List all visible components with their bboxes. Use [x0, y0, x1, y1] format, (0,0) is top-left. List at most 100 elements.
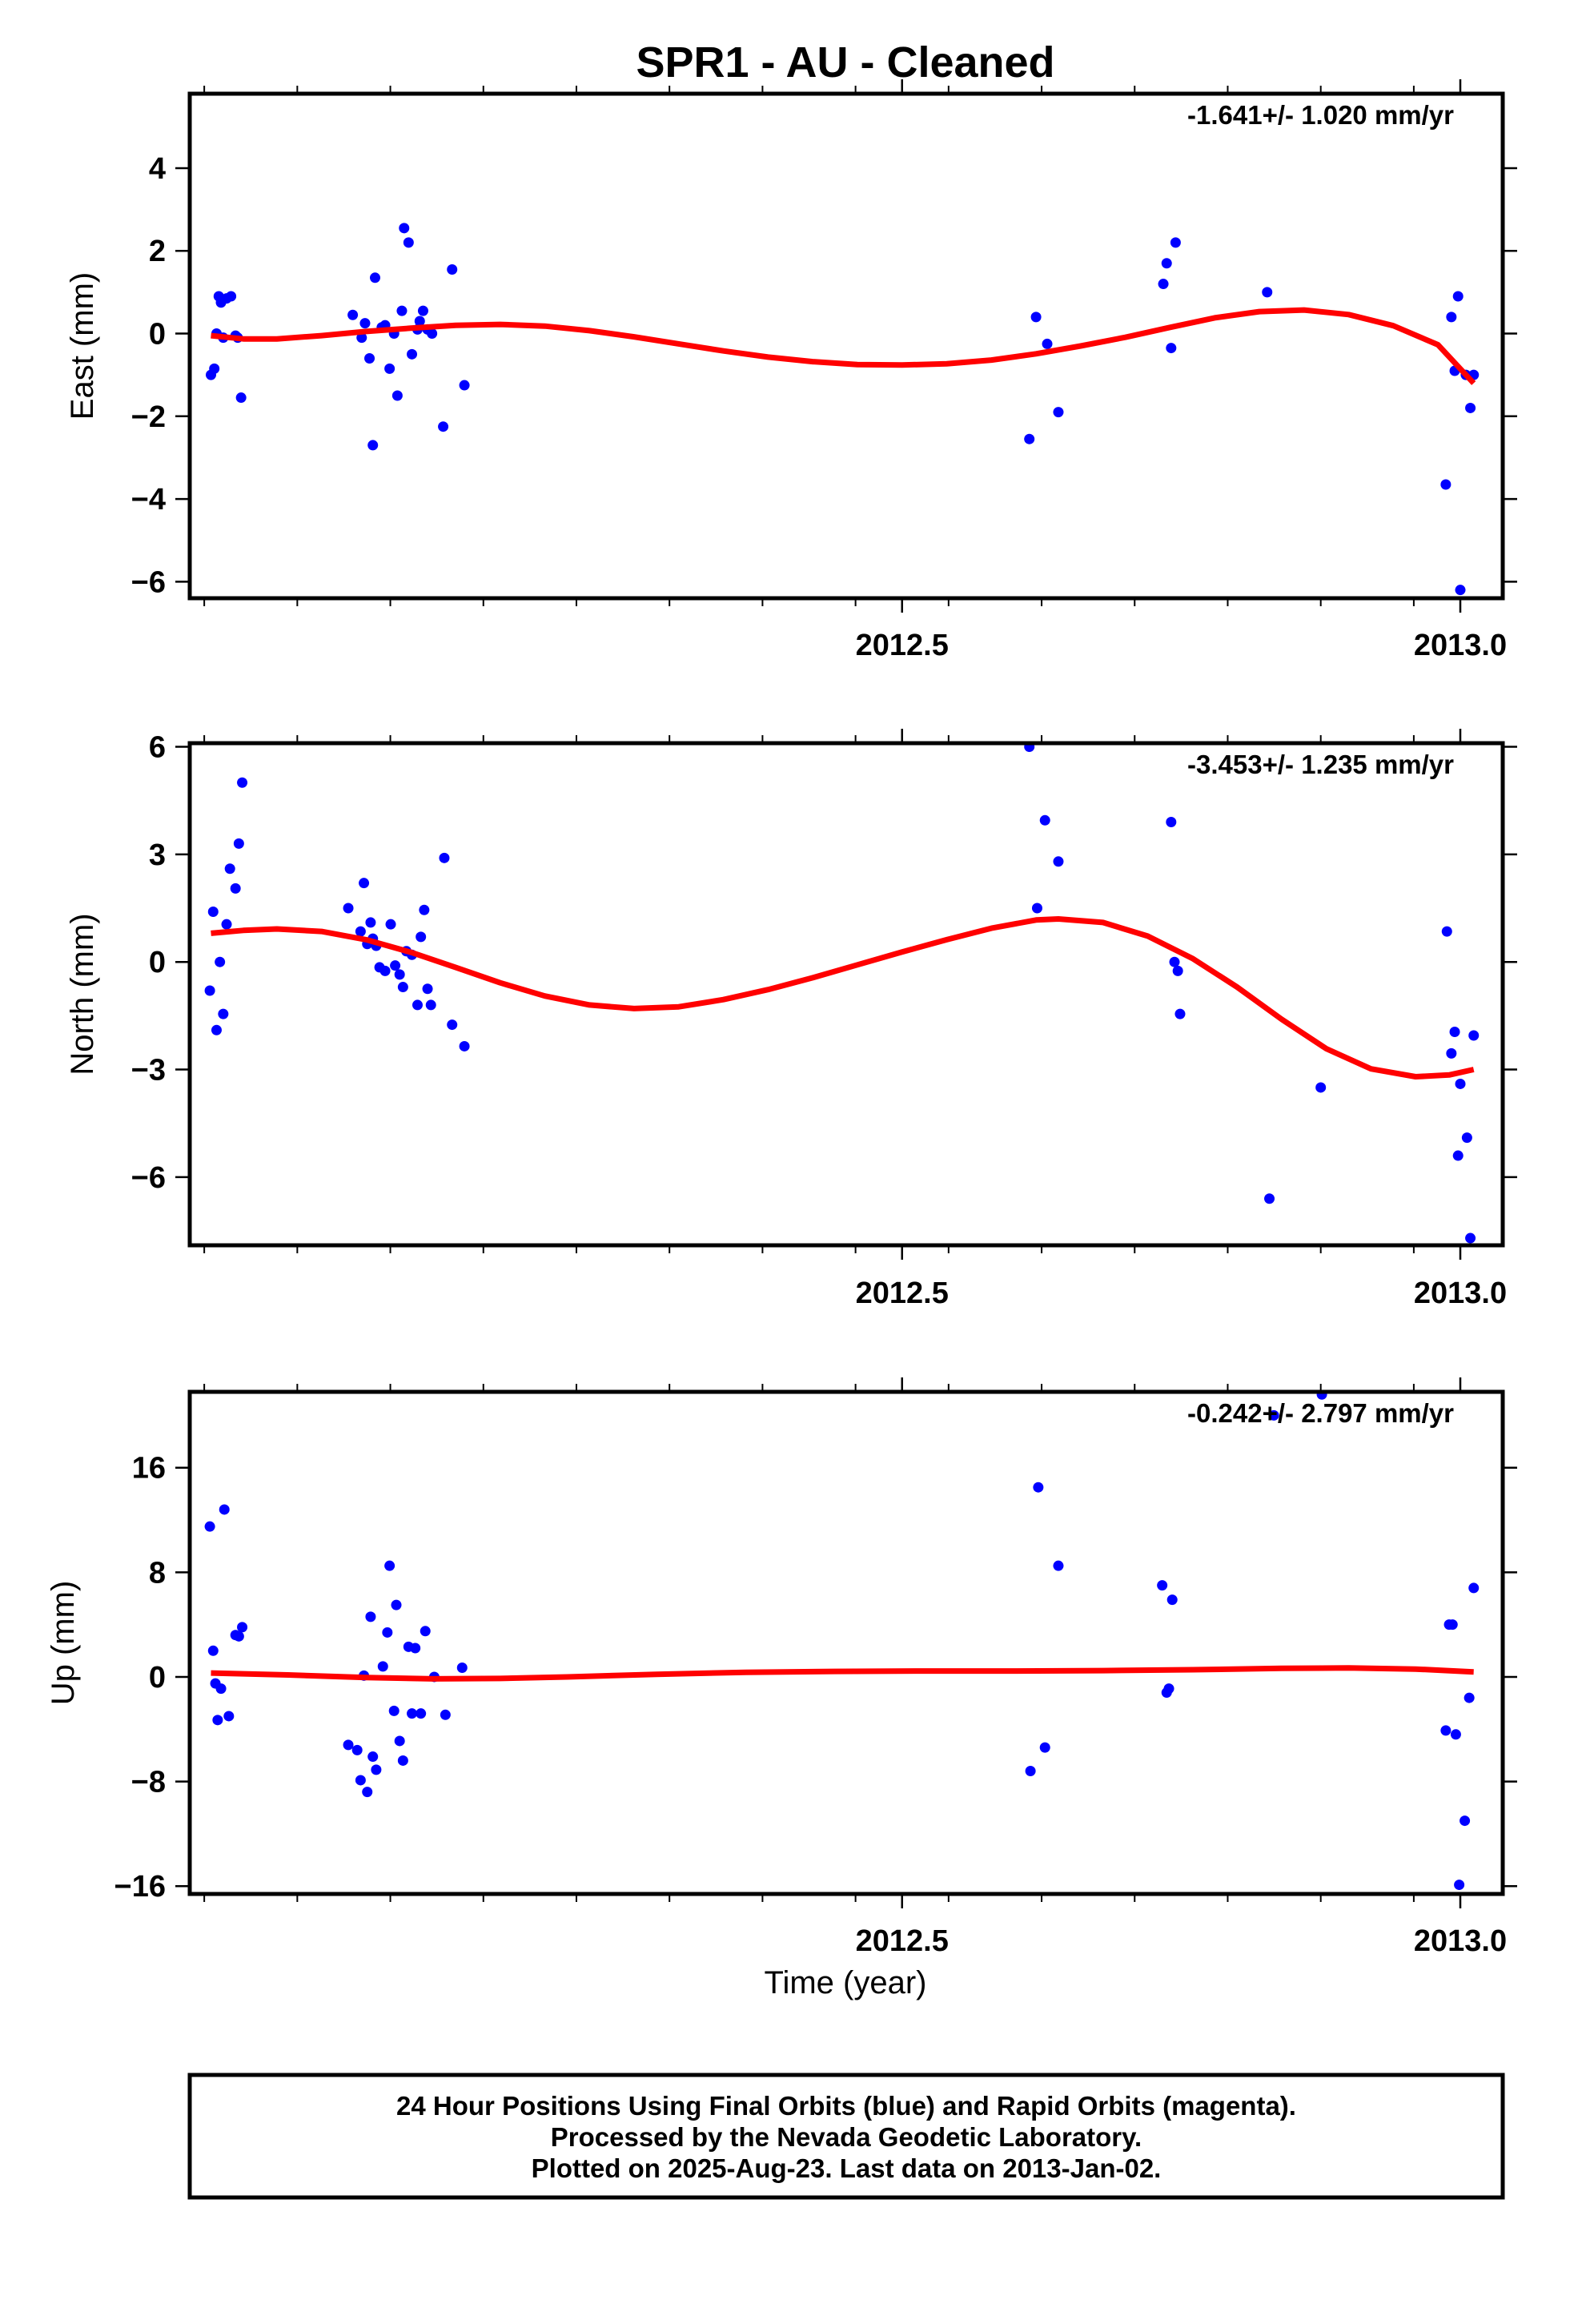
- data-point: [226, 291, 237, 302]
- points-group: [204, 1392, 1480, 1891]
- footer-line-3: Plotted on 2025-Aug-23. Last data on 201…: [532, 2153, 1162, 2183]
- rate-label: -0.242+/- 2.797 mm/yr: [1187, 1398, 1454, 1428]
- data-point: [1455, 585, 1466, 596]
- data-point: [1024, 433, 1035, 444]
- data-point: [396, 305, 408, 316]
- data-point: [215, 1683, 227, 1695]
- data-point: [1465, 402, 1476, 413]
- plot-frame: [187, 1389, 1505, 1896]
- data-point: [1166, 817, 1177, 828]
- data-point: [1174, 1008, 1186, 1019]
- data-point: [224, 863, 235, 875]
- data-point: [207, 906, 219, 917]
- data-point: [343, 903, 354, 914]
- data-point: [1468, 1582, 1480, 1594]
- data-point: [1440, 479, 1451, 490]
- x-tick-label: 2012.5: [856, 1277, 949, 1310]
- data-point: [207, 1645, 219, 1656]
- data-point: [359, 878, 370, 889]
- y-tick-label: 6: [149, 730, 166, 764]
- data-point: [1465, 1232, 1476, 1244]
- x-tick-label: 2013.0: [1414, 1924, 1507, 1958]
- x-axis-label: Time (year): [765, 1965, 927, 2000]
- y-tick-label: 16: [132, 1452, 166, 1486]
- data-point: [1166, 1594, 1178, 1606]
- data-point: [397, 1755, 408, 1766]
- data-point: [204, 1521, 215, 1532]
- data-point: [1452, 291, 1464, 302]
- data-point: [362, 1787, 373, 1798]
- rate-label: -3.453+/- 1.235 mm/yr: [1187, 750, 1454, 779]
- data-point: [1157, 1580, 1168, 1591]
- data-point: [223, 1711, 235, 1722]
- y-tick-label: −6: [131, 565, 166, 599]
- data-point: [459, 380, 470, 391]
- data-point: [343, 1739, 354, 1751]
- data-point: [1030, 312, 1042, 323]
- footer-line-1: 24 Hour Positions Using Final Orbits (bl…: [396, 2091, 1296, 2121]
- plot-frame: [187, 741, 1505, 1248]
- data-point: [388, 1705, 400, 1716]
- data-point: [412, 999, 423, 1011]
- y-tick-label: −3: [131, 1054, 166, 1088]
- data-point: [1461, 1132, 1472, 1144]
- data-point: [1161, 258, 1172, 269]
- data-point: [384, 363, 395, 374]
- data-point: [1455, 1078, 1466, 1089]
- data-point: [1468, 1030, 1480, 1041]
- data-point: [347, 309, 359, 320]
- data-point: [417, 305, 428, 316]
- y-tick-label: 8: [149, 1556, 166, 1590]
- data-point: [1446, 312, 1457, 323]
- data-point: [399, 223, 410, 234]
- y-tick-label: 3: [149, 838, 166, 872]
- y-tick-label: 4: [149, 152, 166, 186]
- fit-line: [211, 916, 1475, 1080]
- data-point: [219, 1504, 230, 1515]
- x-tick-label: 2012.5: [856, 1924, 949, 1958]
- footer-line-2: Processed by the Nevada Geodetic Laborat…: [551, 2122, 1142, 2152]
- rate-label: -1.641+/- 1.020 mm/yr: [1187, 100, 1454, 130]
- data-point: [364, 352, 375, 364]
- data-point: [230, 883, 241, 894]
- y-tick-label: 0: [149, 318, 166, 352]
- points-group: [204, 743, 1480, 1244]
- data-point: [218, 1008, 229, 1019]
- data-point: [447, 263, 458, 275]
- data-point: [1025, 1766, 1036, 1777]
- data-point: [1053, 856, 1064, 867]
- data-point: [1450, 1729, 1461, 1740]
- data-point: [204, 985, 215, 996]
- data-point: [459, 1040, 470, 1051]
- x-tick-label: 2012.5: [856, 629, 949, 662]
- y-tick-label: 2: [149, 235, 166, 268]
- data-point: [355, 1775, 366, 1786]
- data-point: [1031, 903, 1042, 914]
- data-point: [439, 852, 450, 863]
- data-point: [1170, 237, 1181, 248]
- data-point: [391, 390, 403, 401]
- chart-title: SPR1 - AU - Cleaned: [636, 38, 1054, 86]
- data-point: [235, 392, 247, 404]
- north-panel: 2012.5 2013.0 −6 −3 0 3 6 North (mm) -3.453+/- 1…: [65, 729, 1517, 1310]
- data-point: [394, 1735, 405, 1747]
- data-point: [414, 316, 425, 327]
- data-point: [391, 1599, 402, 1610]
- data-point: [367, 1751, 379, 1763]
- data-point: [1454, 1880, 1465, 1891]
- data-point: [1441, 926, 1452, 937]
- points-group: [205, 223, 1480, 596]
- data-point: [1053, 407, 1064, 418]
- data-point: [367, 440, 379, 451]
- data-point: [1315, 1082, 1327, 1093]
- data-point: [355, 926, 366, 937]
- data-point: [416, 1708, 427, 1719]
- data-point: [1268, 1409, 1279, 1421]
- x-tick-label: 2013.0: [1414, 629, 1507, 662]
- data-point: [351, 1744, 363, 1755]
- data-point: [1464, 1692, 1475, 1703]
- data-point: [1039, 1742, 1050, 1753]
- data-point: [384, 1560, 395, 1571]
- up-panel: 2012.5 2013.0 −16 −8 0 8 16 Up (mm) -0.242+/- 2.…: [46, 1377, 1517, 1958]
- data-point: [365, 1611, 376, 1622]
